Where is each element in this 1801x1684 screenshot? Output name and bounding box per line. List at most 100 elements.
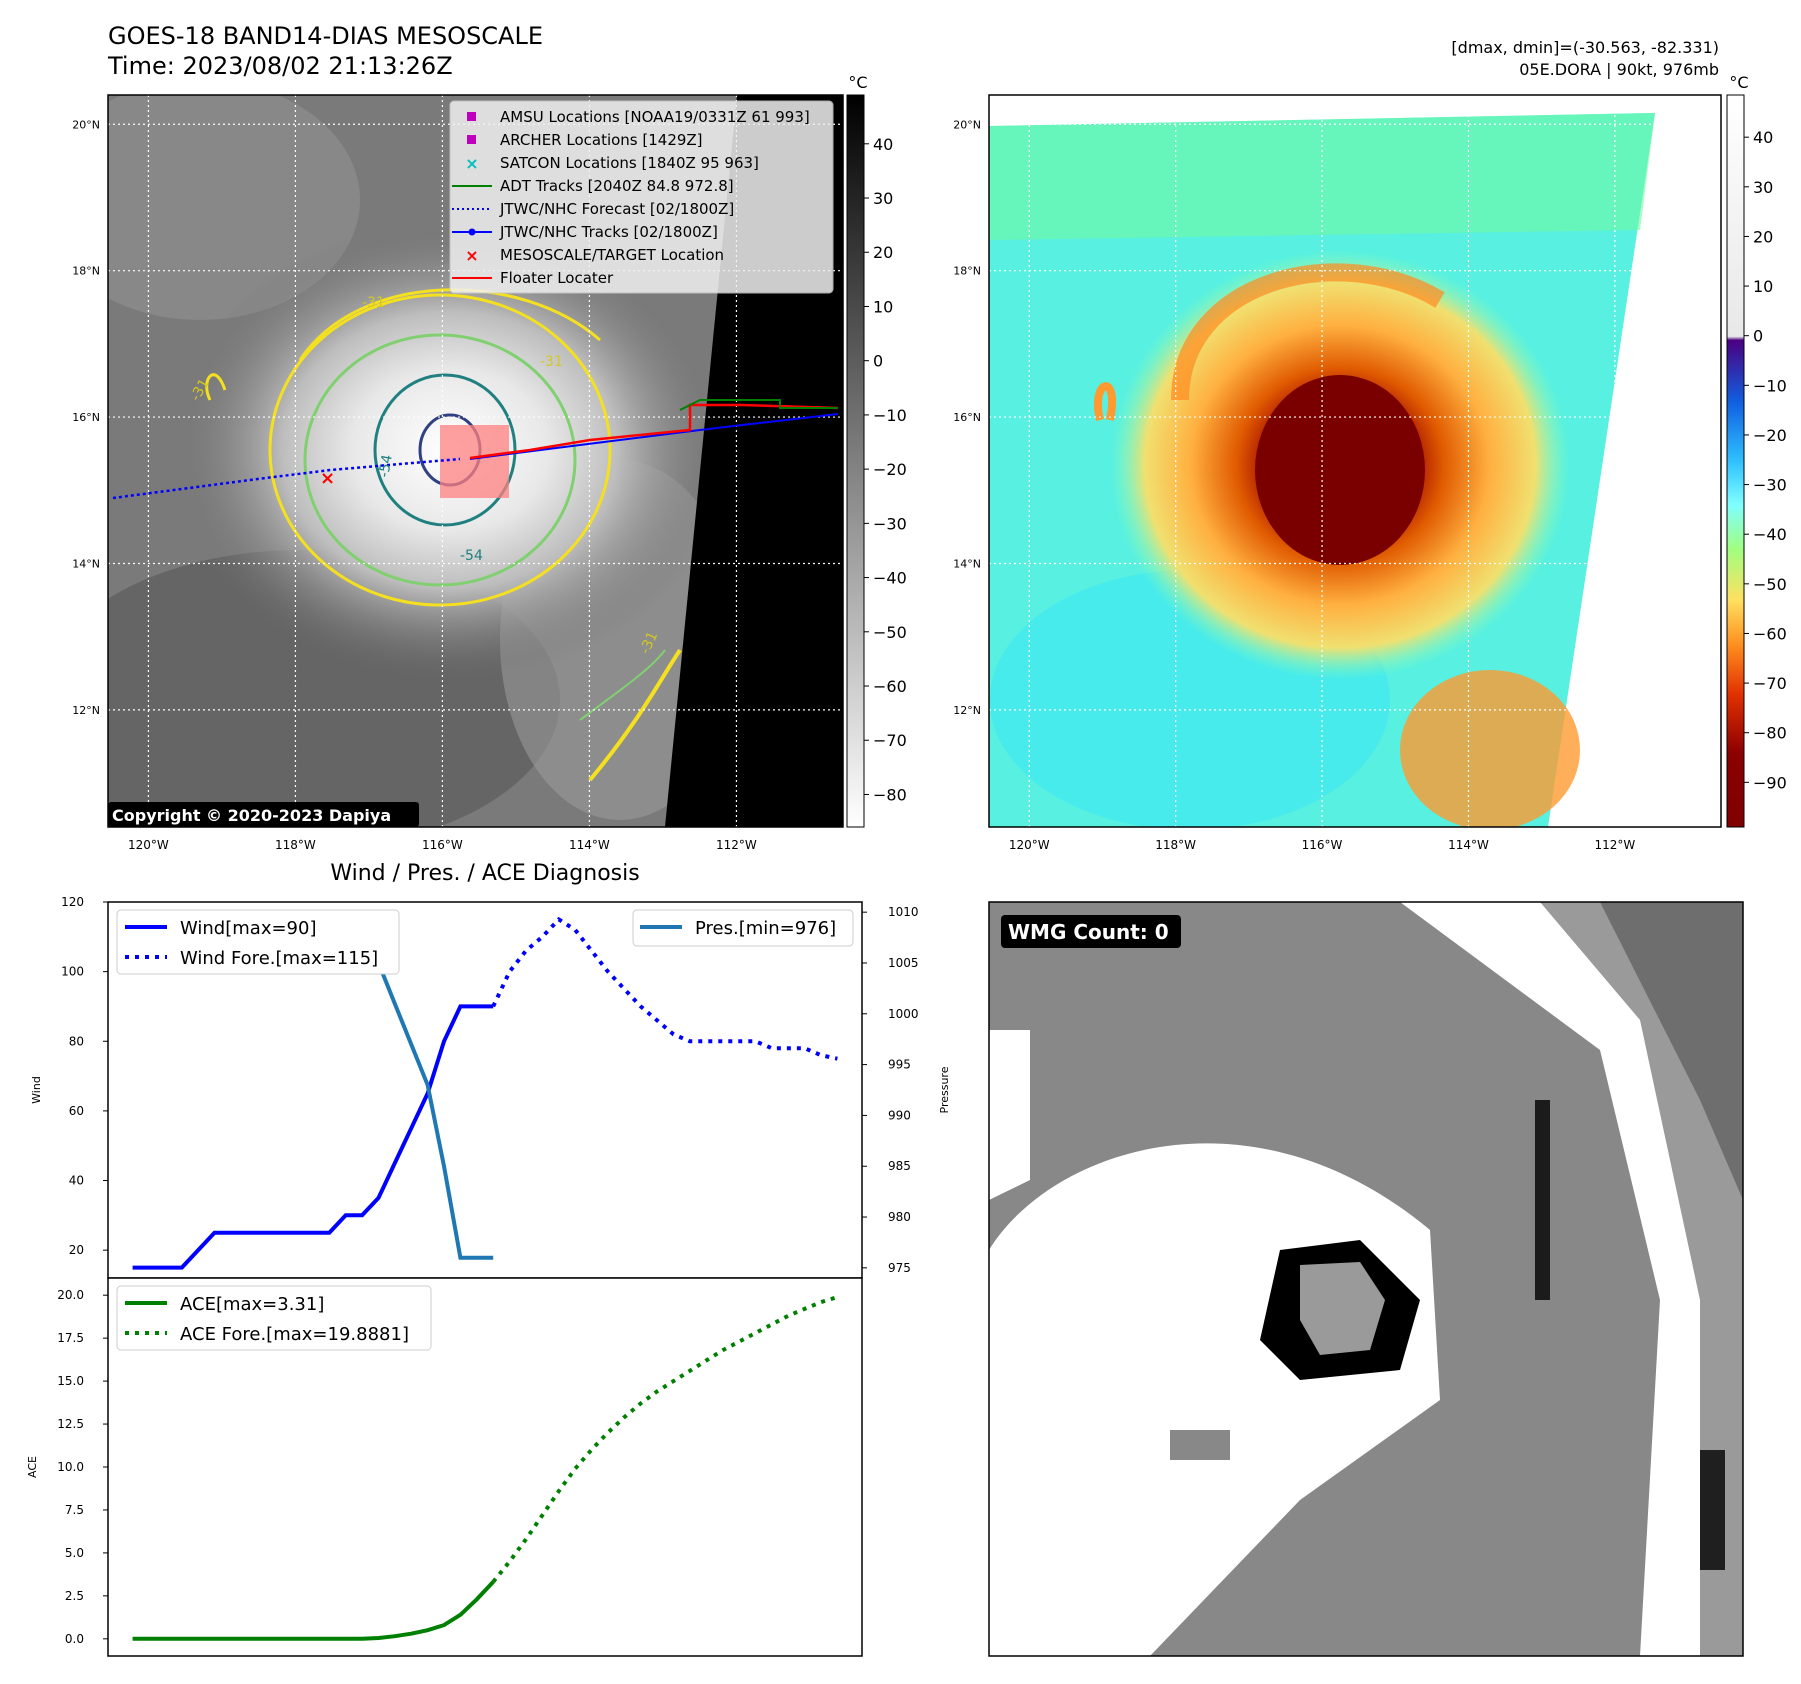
ace-axis-tick-label: 5.0 (65, 1546, 84, 1560)
wmg-panel: WMG Count: 0 (988, 901, 1744, 1657)
figure-title: GOES-18 BAND14-DIAS MESOSCALE (108, 22, 543, 50)
chart-title: Wind / Pres. / ACE Diagnosis (330, 861, 639, 886)
storm-info-label: 05E.DORA | 90kt, 976mb (1519, 60, 1719, 79)
forecast-track-line (112, 457, 461, 500)
wmg-count-label: WMG Count: 0 (1008, 920, 1169, 944)
colorbar-tick-label: 20 (873, 243, 893, 262)
ace-axis-tick-label: 20.0 (57, 1288, 84, 1302)
left-ir-map: 20°N 18°N 16°N 14°N 12°N 120°W 118°W 116°W 114°W… (72, 94, 844, 852)
pressure-axis-tick-label: 995 (888, 1058, 911, 1072)
pressure-axis-label: Pressure (938, 1066, 951, 1113)
dmax-dmin-label: [dmax, dmin]=(-30.563, -82.331) (1451, 38, 1719, 57)
colorbar-tick-label: −20 (1753, 426, 1787, 445)
wind-pressure-chart: 120 100 80 60 40 20 1010 1005 1000 995 990 985 980 97… (30, 895, 951, 1279)
left-map-lon-label: 118°W (275, 838, 316, 852)
contour-label: -54 (376, 453, 396, 478)
wind-axis-tick-label: 80 (69, 1034, 84, 1048)
wind-axis-tick-label: 20 (69, 1243, 84, 1257)
ace-axis-tick-label: 7.5 (65, 1503, 84, 1517)
series-line (132, 1004, 494, 1270)
right-color-map: 20°N 18°N 16°N 14°N 12°N 120°W 118°W 116°W 114°W… (953, 94, 1722, 852)
copyright-box (108, 802, 419, 827)
ace-chart: 20.0 17.5 15.0 12.5 10.0 7.5 5.0 2.5 0.0 ACE ACE[m… (26, 1277, 863, 1657)
colorbar-tick-label: −90 (1753, 773, 1787, 792)
left-map-lat-label: 12°N (72, 704, 100, 717)
left-map-lat-label: 16°N (72, 411, 100, 424)
ace-axis-tick-label: 17.5 (57, 1331, 84, 1345)
colorbar-tick-label: 10 (873, 297, 893, 316)
legend-marker-square (467, 112, 476, 121)
legend-entry-label: SATCON Locations [1840Z 95 963] (500, 154, 759, 172)
pressure-axis-tick-label: 980 (888, 1210, 911, 1224)
wind-axis-tick-label: 100 (61, 965, 84, 979)
right-map-lon-label: 114°W (1448, 838, 1489, 852)
legend-entry-label: AMSU Locations [NOAA19/0331Z 61 993] (500, 108, 810, 126)
right-map-lon-label: 116°W (1302, 838, 1343, 852)
colorbar-tick-label: 20 (1753, 227, 1773, 246)
colorbar-tick-label: −30 (1753, 476, 1787, 495)
ace-axis-label: ACE (26, 1456, 39, 1478)
ace-legend-label: ACE[max=3.31] (180, 1294, 324, 1315)
left-map-lat-label: 14°N (72, 557, 100, 570)
right-map-lat-label: 12°N (953, 704, 981, 717)
legend-entry-label: MESOSCALE/TARGET Location (500, 246, 724, 264)
left-colorbar: °C 40 30 20 10 0 −10 −20 −30 −40 −50 −60 −70 −80 (846, 73, 907, 828)
wind-axis-tick-label: 40 (69, 1174, 84, 1188)
colorbar-tick-label: −80 (1753, 724, 1787, 743)
ace-legend-label: ACE Fore.[max=19.8881] (180, 1324, 409, 1345)
colorbar-tick-label: −40 (873, 569, 907, 588)
ace-series-line (491, 1295, 838, 1584)
right-map-lat-label: 18°N (953, 265, 981, 278)
colorbar-tick-label: 40 (1753, 128, 1773, 147)
pressure-axis-tick-label: 985 (888, 1159, 911, 1173)
copyright-text: Copyright © 2020-2023 Dapiya (112, 806, 391, 825)
ace-axis-tick-label: 0.0 (65, 1632, 84, 1646)
pressure-legend-label: Pres.[min=976] (695, 918, 836, 939)
pressure-axis-tick-label: 1005 (888, 956, 919, 970)
ace-axis-tick-label: 2.5 (65, 1589, 84, 1603)
colorbar-tick-label: 30 (1753, 178, 1773, 197)
colorbar-tick-label: −10 (1753, 376, 1787, 395)
wind-axis-tick-label: 120 (61, 895, 84, 909)
legend-entry-label: Floater Locater (500, 269, 614, 287)
legend-marker-x: × (465, 246, 478, 265)
colorbar-tick-label: −60 (873, 677, 907, 696)
adt-track-line (679, 399, 838, 411)
ace-axis-tick-label: 10.0 (57, 1460, 84, 1474)
right-map-lon-label: 120°W (1009, 838, 1050, 852)
colorbar-tick-label: −30 (873, 514, 907, 533)
contour-label: -54 (460, 548, 483, 564)
left-map-lat-label: 20°N (72, 118, 100, 131)
right-map-lat-label: 14°N (953, 557, 981, 570)
wind-axis-tick-label: 60 (69, 1104, 84, 1118)
wind-legend-label: Wind[max=90] (180, 918, 317, 939)
legend-entry-label: ARCHER Locations [1429Z] (500, 131, 703, 149)
left-map-lat-label: 18°N (72, 265, 100, 278)
right-map-lon-label: 112°W (1594, 838, 1635, 852)
map-legend: AMSU Locations [NOAA19/0331Z 61 993] ARCH… (449, 100, 834, 294)
pressure-axis-tick-label: 990 (888, 1108, 911, 1122)
colorbar-tick-label: −10 (873, 406, 907, 425)
right-colorbar-unit: °C (1729, 73, 1748, 92)
colorbar-tick-label: −40 (1753, 525, 1787, 544)
right-map-lat-label: 16°N (953, 411, 981, 424)
right-map-lat-label: 20°N (953, 118, 981, 131)
legend-marker-square (467, 135, 476, 144)
left-map-lon-label: 116°W (422, 838, 463, 852)
colorbar-tick-label: −70 (873, 731, 907, 750)
contour-label: -31 (362, 295, 385, 311)
right-colorbar: °C 40 30 20 10 0 −10 −20 −30 −40 −50 −60 −70 −80 −90 (1726, 73, 1787, 828)
series-line (491, 916, 838, 1061)
mesoscale-box (440, 425, 509, 498)
wind-axis-label: Wind (30, 1076, 43, 1104)
floater-locater-line (469, 403, 839, 460)
legend-entry-label: JTWC/NHC Forecast [02/1800Z] (499, 200, 734, 218)
left-map-lon-label: 114°W (569, 838, 610, 852)
left-map-lon-label: 120°W (128, 838, 169, 852)
colorbar-tick-label: 0 (1753, 327, 1763, 346)
colorbar-tick-label: −50 (1753, 575, 1787, 594)
wmg-count-badge (1001, 915, 1181, 948)
wind-legend-label: Wind Fore.[max=115] (180, 948, 378, 969)
legend-entry-label: ADT Tracks [2040Z 84.8 972.8] (500, 177, 734, 195)
